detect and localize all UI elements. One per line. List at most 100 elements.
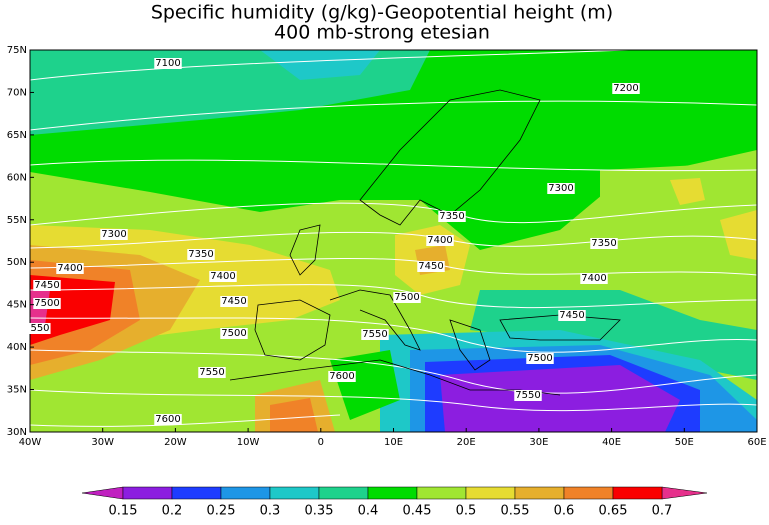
contour-label-box <box>612 83 640 94</box>
contour-label: 7350 <box>188 249 213 260</box>
contour-label: 7500 <box>34 298 59 309</box>
contour-label: 7550 <box>362 329 387 340</box>
contour-label-box <box>526 353 554 364</box>
colorbar-label: 0.3 <box>260 504 281 519</box>
contour-label-box <box>100 229 128 240</box>
colorbar-label: 0.65 <box>599 504 628 519</box>
lon-label: 40W <box>19 437 42 448</box>
contour-label: 7350 <box>439 211 464 222</box>
colorbar-segment <box>122 486 173 500</box>
contour-label: 7350 <box>591 238 616 249</box>
contour-label-box <box>417 261 445 272</box>
lat-label: 35N <box>7 385 27 396</box>
colorbar-label: 0.7 <box>652 504 673 519</box>
lon-label: 60E <box>747 437 766 448</box>
contour-label-box <box>361 329 389 340</box>
contour-label: 7600 <box>155 414 180 425</box>
contour-label: 7450 <box>559 310 584 321</box>
contour-label: 7550 <box>199 367 224 378</box>
contour-label-box <box>56 263 84 274</box>
colorbar-label: 0.15 <box>109 504 138 519</box>
contour-label-box <box>393 292 421 303</box>
lat-label: 45N <box>7 300 27 311</box>
contour-label-box <box>438 211 466 222</box>
lat-label: 30N <box>7 427 27 438</box>
contour-label: 7400 <box>210 271 235 282</box>
contour-label-box <box>209 271 237 282</box>
lon-label: 20W <box>164 437 187 448</box>
contour-label: 7400 <box>427 235 452 246</box>
contour-label: 7450 <box>34 280 59 291</box>
subtitle: 400 mb-strong etesian <box>274 22 490 44</box>
contour-label-box <box>198 367 226 378</box>
lat-label: 55N <box>7 215 27 226</box>
colorbar-label: 0.6 <box>554 504 575 519</box>
colorbar-segment <box>367 486 418 500</box>
contour-label-box <box>426 235 454 246</box>
contour-label-box <box>33 280 61 291</box>
lat-label: 40N <box>7 342 27 353</box>
contour-label: 7500 <box>221 328 246 339</box>
contour-label-box <box>154 58 182 69</box>
colorbar-label: 0.35 <box>305 504 334 519</box>
contour-label: 7400 <box>57 263 82 274</box>
contour-label-box <box>220 328 248 339</box>
colorbar: 0.15 0.2 0.25 0.3 0.35 0.4 0.45 0.5 0.55 0.6 0.65 0… <box>81 486 708 519</box>
colorbar-segment <box>171 486 222 500</box>
colorbar-segment <box>318 486 369 500</box>
colorbar-label: 0.25 <box>207 504 236 519</box>
contour-label: 7300 <box>101 229 126 240</box>
contour-label: 7400 <box>581 273 606 284</box>
contour-label: 7600 <box>329 371 354 382</box>
colorbar-segment <box>563 486 614 500</box>
colorbar-label: 0.45 <box>403 504 432 519</box>
colorbar-label: 0.2 <box>162 504 183 519</box>
colorbar-segment <box>220 486 271 500</box>
contour-label: 7450 <box>418 261 443 272</box>
contour-label: 7100 <box>155 58 180 69</box>
contour-label-box <box>580 273 608 284</box>
contour-label-box <box>154 414 182 425</box>
contour-label-box <box>547 183 575 194</box>
contour-label: 7550 <box>515 390 540 401</box>
colorbar-segment <box>514 486 565 500</box>
lon-label: 20E <box>457 437 476 448</box>
lat-label: 60N <box>7 172 27 183</box>
lon-label: 0 <box>318 437 324 448</box>
title: Specific humidity (g/kg)-Geopotential he… <box>151 2 613 24</box>
contour-label: 7500 <box>527 353 552 364</box>
contour-label-box <box>558 310 586 321</box>
lat-label: 65N <box>7 130 27 141</box>
lon-label: 30W <box>91 437 114 448</box>
contour-labels: 7100 7200 7300 7350 7400 7450 7350 7400 … <box>29 58 640 425</box>
colorbar-label: 0.55 <box>501 504 530 519</box>
colorbar-segment <box>269 486 320 500</box>
lat-label: 70N <box>7 87 27 98</box>
colorbar-segment <box>416 486 467 500</box>
contour-label-box <box>187 249 215 260</box>
contour-label: 7200 <box>613 83 638 94</box>
colorbar-segment <box>612 486 663 500</box>
contour-label-box <box>220 296 248 307</box>
lon-label: 30E <box>529 437 548 448</box>
contour-label-box <box>29 323 51 334</box>
humidity-field <box>30 50 757 432</box>
lat-label: 50N <box>7 257 27 268</box>
contour-label: 7450 <box>221 296 246 307</box>
colorbar-label: 0.5 <box>456 504 477 519</box>
colorbar-segment <box>465 486 516 500</box>
lat-label: 75N <box>7 45 27 56</box>
contour-label-box <box>514 390 542 401</box>
contour-label: 7300 <box>548 183 573 194</box>
colorbar-high <box>661 486 708 500</box>
contour-label: 7500 <box>394 292 419 303</box>
colorbar-label: 0.4 <box>358 504 379 519</box>
contour-label-box <box>328 371 356 382</box>
lon-label: 40E <box>602 437 621 448</box>
lon-label: 10W <box>237 437 260 448</box>
contour-label: 550 <box>30 323 49 334</box>
lon-label: 10E <box>384 437 403 448</box>
colorbar-low <box>81 486 124 500</box>
